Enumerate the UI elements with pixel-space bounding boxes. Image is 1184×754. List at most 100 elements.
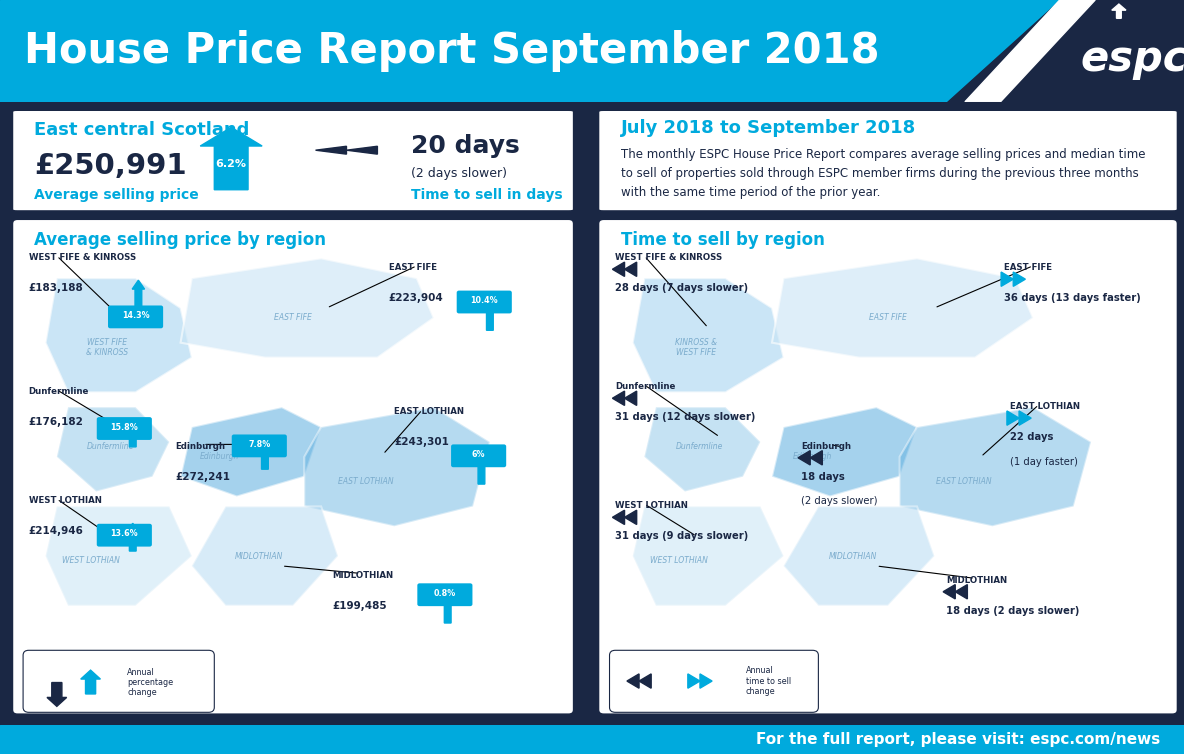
Polygon shape — [784, 507, 934, 605]
Text: Annual
time to sell
change: Annual time to sell change — [746, 666, 791, 696]
Polygon shape — [639, 674, 651, 688]
Text: 20 days: 20 days — [411, 134, 520, 158]
Polygon shape — [624, 262, 637, 277]
FancyArrow shape — [200, 127, 262, 190]
Text: £250,991: £250,991 — [34, 152, 187, 180]
Text: MIDLOTHIAN: MIDLOTHIAN — [333, 571, 393, 580]
Text: (2 days slower): (2 days slower) — [411, 167, 507, 179]
Text: MIDLOTHIAN: MIDLOTHIAN — [946, 576, 1008, 585]
Text: 31 days (9 days slower): 31 days (9 days slower) — [616, 532, 748, 541]
FancyArrow shape — [475, 456, 488, 484]
Text: EAST FIFE: EAST FIFE — [388, 263, 437, 272]
Polygon shape — [632, 278, 784, 392]
Polygon shape — [304, 407, 490, 526]
Text: Dunfermline: Dunfermline — [28, 388, 89, 397]
FancyBboxPatch shape — [12, 109, 574, 212]
Polygon shape — [798, 451, 810, 465]
Polygon shape — [688, 674, 700, 688]
Polygon shape — [192, 507, 339, 605]
FancyBboxPatch shape — [24, 650, 214, 713]
Polygon shape — [46, 507, 192, 605]
Text: £223,904: £223,904 — [388, 293, 443, 303]
Polygon shape — [1014, 272, 1025, 287]
Text: 28 days (7 days slower): 28 days (7 days slower) — [616, 284, 748, 293]
Text: 22 days: 22 days — [1010, 432, 1054, 442]
Polygon shape — [900, 407, 1092, 526]
Text: 10.4%: 10.4% — [470, 296, 498, 305]
FancyBboxPatch shape — [598, 109, 1178, 212]
Text: WEST LOTHIAN: WEST LOTHIAN — [650, 556, 708, 566]
Text: WEST FIFE & KINROSS: WEST FIFE & KINROSS — [28, 253, 136, 262]
Text: EAST LOTHIAN: EAST LOTHIAN — [1010, 402, 1080, 411]
Text: Dunfermline: Dunfermline — [676, 443, 723, 452]
Text: (2 days slower): (2 days slower) — [800, 496, 877, 507]
FancyBboxPatch shape — [451, 444, 507, 467]
Text: Time to sell by region: Time to sell by region — [622, 231, 825, 249]
Text: 6%: 6% — [472, 450, 485, 459]
Text: For the full report, please visit: espc.com/news: For the full report, please visit: espc.… — [757, 732, 1160, 747]
Polygon shape — [700, 674, 712, 688]
FancyBboxPatch shape — [97, 524, 152, 547]
Text: Dunfermline: Dunfermline — [616, 382, 676, 391]
Text: July 2018 to September 2018: July 2018 to September 2018 — [622, 119, 916, 137]
Polygon shape — [180, 407, 321, 496]
Text: WEST LOTHIAN: WEST LOTHIAN — [62, 556, 120, 566]
Text: £176,182: £176,182 — [28, 417, 84, 427]
Text: WEST FIFE & KINROSS: WEST FIFE & KINROSS — [616, 253, 722, 262]
Text: EAST LOTHIAN: EAST LOTHIAN — [339, 477, 394, 486]
Text: £183,188: £183,188 — [28, 284, 83, 293]
Polygon shape — [632, 507, 784, 605]
FancyBboxPatch shape — [108, 305, 163, 328]
Text: 6.2%: 6.2% — [215, 159, 246, 169]
Polygon shape — [772, 259, 1032, 357]
Polygon shape — [612, 391, 624, 406]
Text: Average selling price: Average selling price — [34, 188, 199, 202]
FancyArrow shape — [127, 523, 139, 551]
Text: WEST LOTHIAN: WEST LOTHIAN — [616, 501, 688, 510]
Text: East central Scotland: East central Scotland — [34, 121, 250, 139]
Polygon shape — [965, 0, 1095, 102]
Text: 31 days (12 days slower): 31 days (12 days slower) — [616, 412, 755, 422]
Text: Average selling price by region: Average selling price by region — [34, 231, 327, 249]
Text: 36 days (13 days faster): 36 days (13 days faster) — [1004, 293, 1140, 303]
Text: £243,301: £243,301 — [394, 437, 449, 447]
Text: Edinburgh: Edinburgh — [175, 442, 225, 451]
Text: 18 days: 18 days — [800, 472, 844, 482]
FancyArrow shape — [1112, 4, 1126, 18]
Text: EAST LOTHIAN: EAST LOTHIAN — [935, 477, 991, 486]
FancyArrow shape — [484, 302, 496, 330]
Polygon shape — [57, 407, 169, 492]
Polygon shape — [315, 146, 347, 154]
FancyBboxPatch shape — [12, 219, 574, 715]
Polygon shape — [947, 0, 1184, 102]
Text: Time to sell in days: Time to sell in days — [411, 188, 562, 202]
Text: Annual
percentage
change: Annual percentage change — [127, 667, 173, 697]
Text: KINROSS &
WEST FIFE: KINROSS & WEST FIFE — [676, 338, 718, 357]
FancyBboxPatch shape — [457, 290, 511, 314]
Text: espc: espc — [1081, 38, 1184, 80]
FancyBboxPatch shape — [417, 584, 472, 606]
Polygon shape — [955, 584, 967, 599]
Text: 13.6%: 13.6% — [110, 529, 139, 538]
Polygon shape — [944, 584, 955, 599]
Text: The monthly ESPC House Price Report compares average selling prices and median t: The monthly ESPC House Price Report comp… — [622, 148, 1146, 199]
Polygon shape — [180, 259, 433, 357]
Text: 15.8%: 15.8% — [110, 422, 139, 431]
Polygon shape — [1002, 272, 1014, 287]
Polygon shape — [347, 146, 378, 154]
Text: EAST FIFE: EAST FIFE — [1004, 263, 1053, 272]
Text: EAST FIFE: EAST FIFE — [869, 314, 907, 323]
Polygon shape — [772, 407, 918, 496]
Polygon shape — [644, 407, 760, 492]
Polygon shape — [46, 278, 192, 392]
Polygon shape — [624, 391, 637, 406]
FancyArrow shape — [81, 670, 101, 694]
Text: EAST FIFE: EAST FIFE — [275, 314, 311, 323]
Polygon shape — [628, 674, 639, 688]
Text: House Price Report September 2018: House Price Report September 2018 — [24, 30, 880, 72]
Polygon shape — [612, 262, 624, 277]
Text: Edinburgh: Edinburgh — [793, 452, 832, 461]
Polygon shape — [624, 510, 637, 525]
Text: 7.8%: 7.8% — [249, 440, 270, 449]
Text: £199,485: £199,485 — [333, 601, 387, 611]
